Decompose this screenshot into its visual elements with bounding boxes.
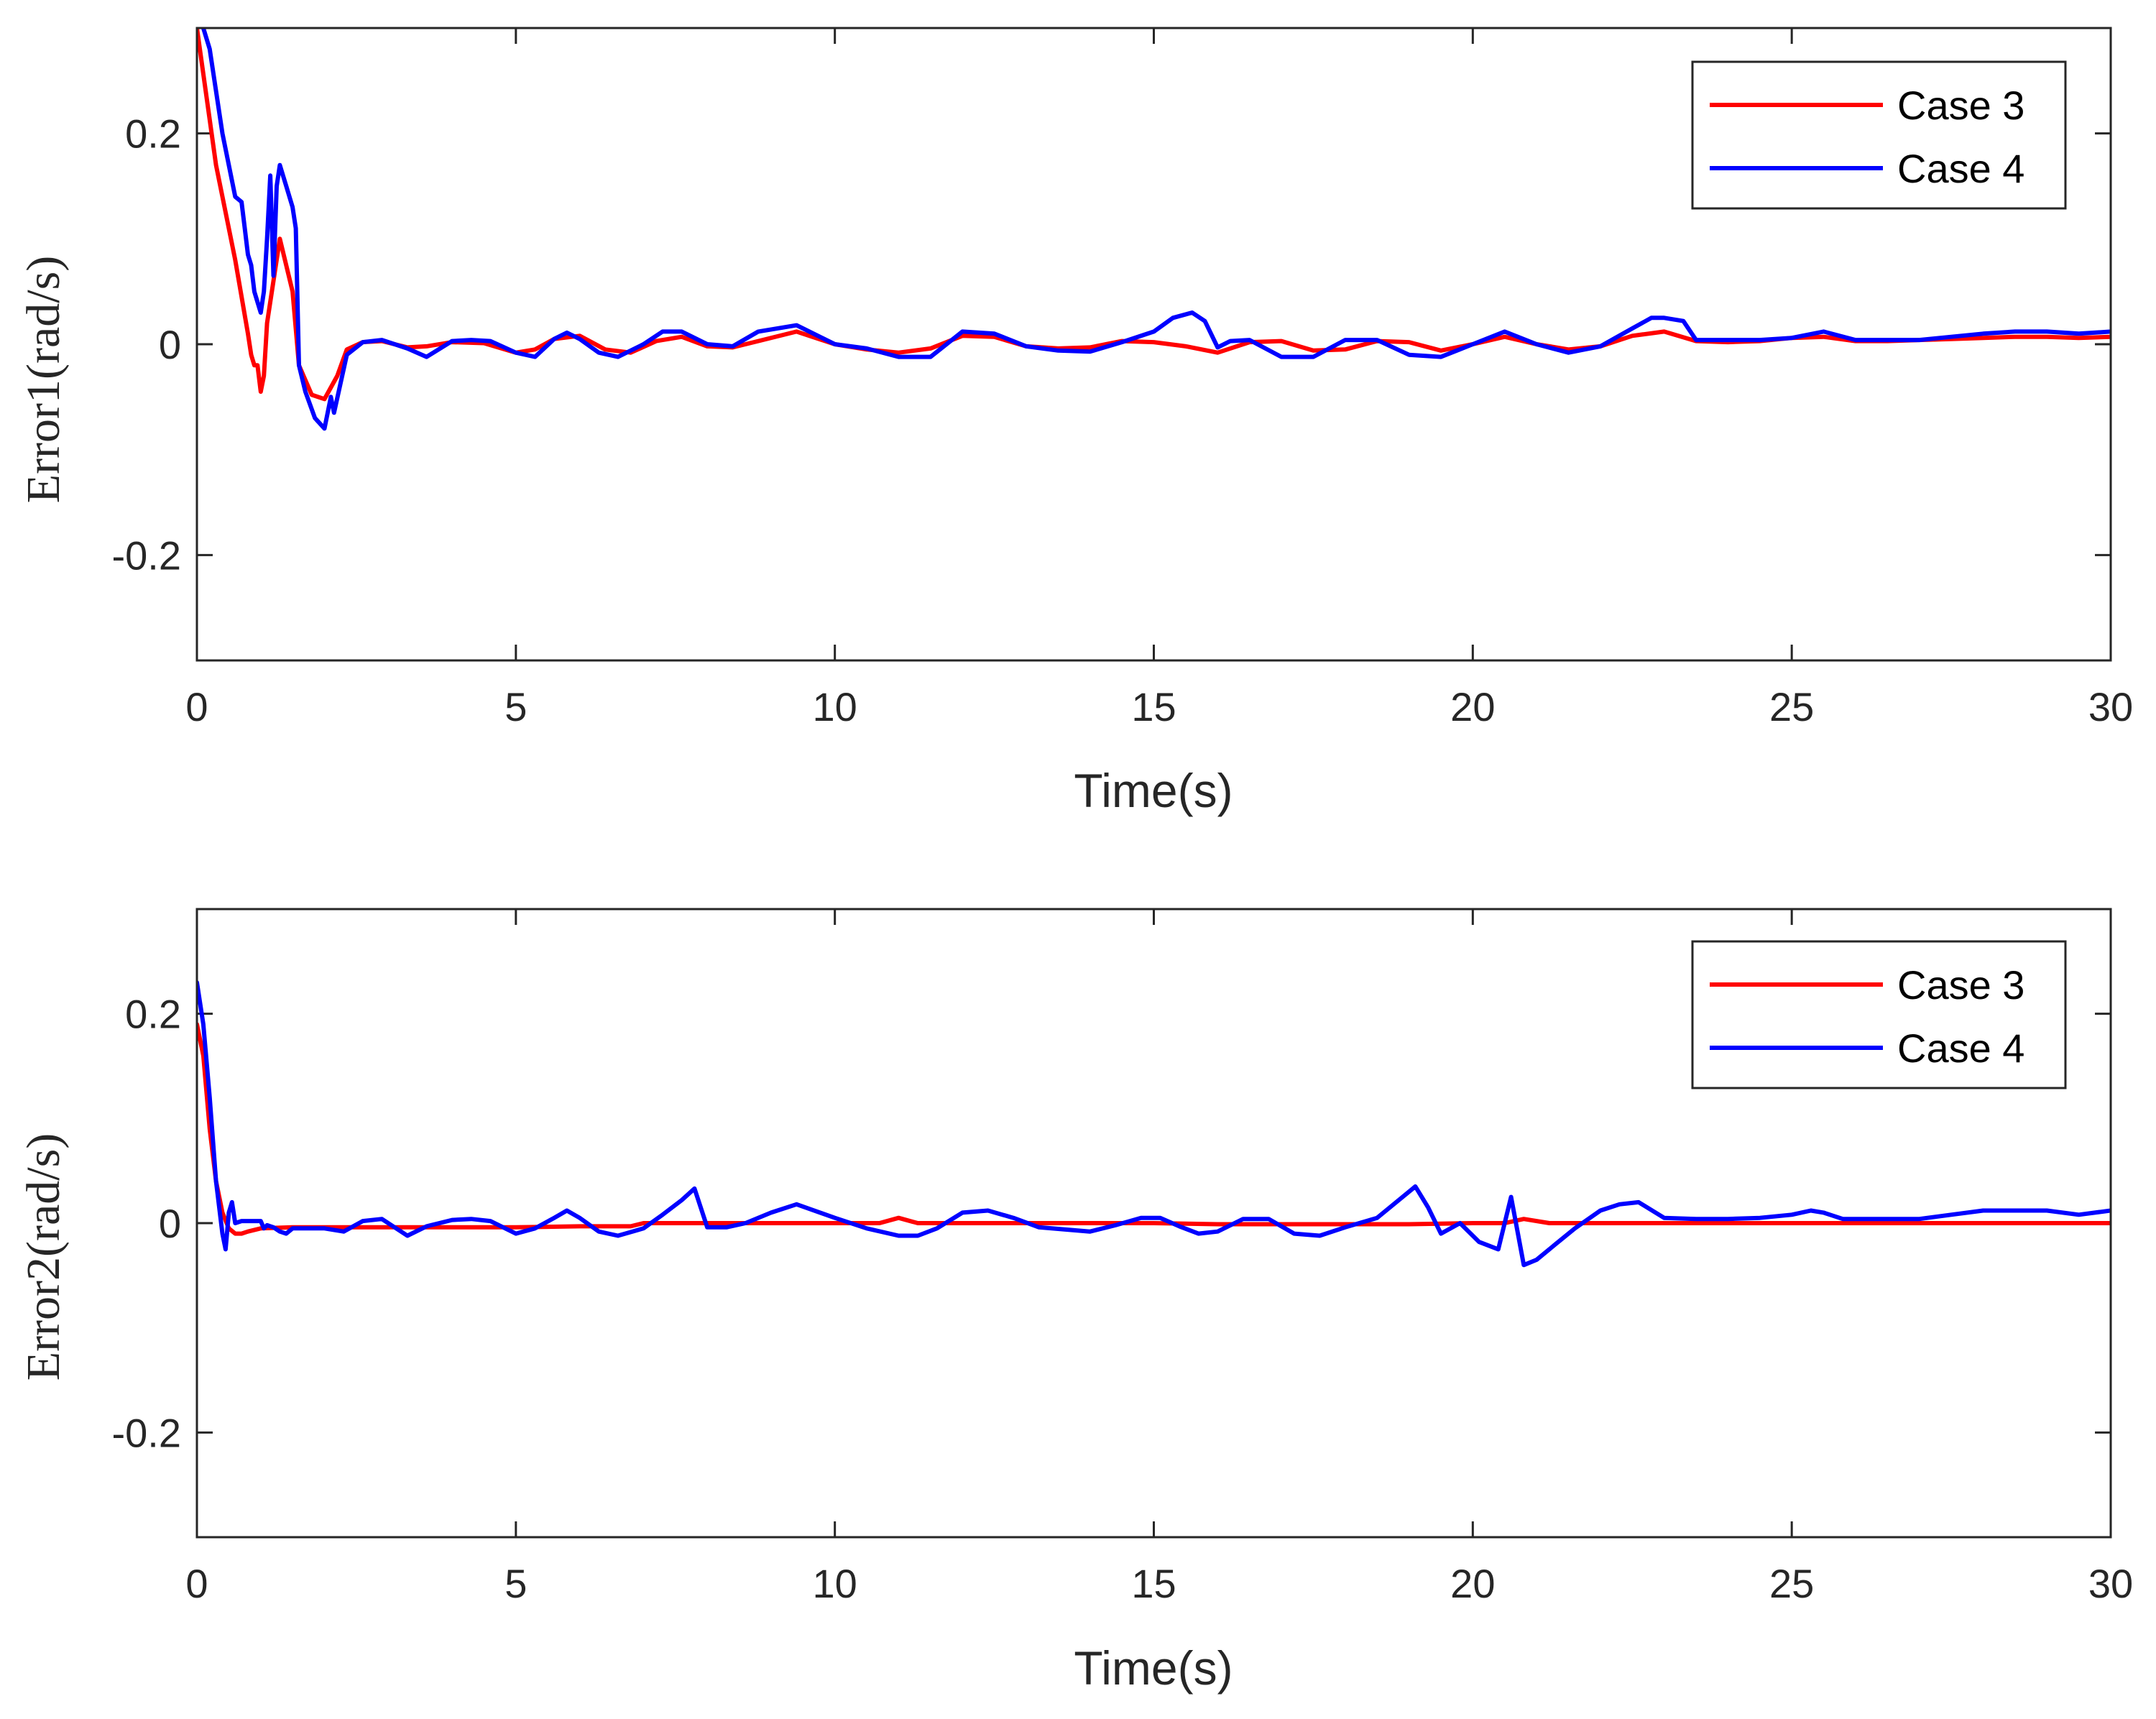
axes-frame	[195, 27, 2112, 662]
x-tick-label: 25	[1769, 1561, 1814, 1606]
x-tick-label: 5	[505, 1561, 527, 1606]
x-tick-label: 10	[813, 1561, 857, 1606]
y-tick-label: 0	[159, 322, 181, 367]
x-tick-label: 30	[2088, 684, 2133, 729]
x-tick-label: 15	[1131, 1561, 1176, 1606]
y-tick-label: 0	[159, 1201, 181, 1246]
series-line-case-4	[197, 980, 2111, 1268]
x-tick-label: 10	[813, 684, 857, 729]
chart-panel-error2: Error2(rad/s) Time(s) 0 5 10 15 20 25 30-0.200…	[17, 908, 2133, 1695]
x-tick-label: 20	[1450, 684, 1495, 729]
legend-box	[1691, 940, 2067, 1089]
x-tick-label: 25	[1769, 684, 1814, 729]
x-tick-label: 0	[185, 1561, 208, 1606]
series-line-case-4	[201, 28, 2111, 431]
legend: Case 3 Case 4	[1691, 60, 2067, 210]
y-tick-label: -0.2	[112, 533, 182, 578]
axis-ticks: 0 5 10 15 20 25 30 -0.2 0 0.2	[112, 909, 2133, 1606]
y-tick-label: 0.2	[125, 992, 181, 1037]
legend-label-case-3: Case 3	[1897, 83, 2024, 128]
x-axis-label: Time(s)	[1074, 1641, 1233, 1695]
legend-label-case-4: Case 4	[1897, 1026, 2024, 1071]
x-tick-label: 5	[505, 684, 527, 729]
y-axis-label: Error1(rad/s)	[17, 256, 70, 504]
plot-area	[197, 28, 2111, 431]
chart-panel-error1: Error1(rad/s) Time(s) 0 5 10 15 20 25 30-0.200…	[17, 27, 2133, 817]
x-tick-label: 15	[1131, 684, 1176, 729]
legend: Case 3 Case 4	[1691, 940, 2067, 1089]
plot-area	[197, 980, 2111, 1268]
legend-label-case-4: Case 4	[1897, 146, 2024, 191]
x-axis-label: Time(s)	[1074, 764, 1233, 817]
y-tick-label: -0.2	[112, 1410, 182, 1455]
series-line-case-3	[197, 1022, 2111, 1236]
legend-label-case-3: Case 3	[1897, 962, 2024, 1008]
y-axis-label: Error2(rad/s)	[17, 1133, 70, 1381]
axes-frame	[195, 908, 2112, 1539]
x-tick-label: 20	[1450, 1561, 1495, 1606]
legend-box	[1691, 60, 2067, 210]
y-tick-label: 0.2	[125, 111, 181, 157]
x-tick-label: 30	[2088, 1561, 2133, 1606]
axis-ticks: 0 5 10 15 20 25 30 -0.2 0 0.2	[112, 28, 2133, 729]
x-tick-label: 0	[185, 684, 208, 729]
